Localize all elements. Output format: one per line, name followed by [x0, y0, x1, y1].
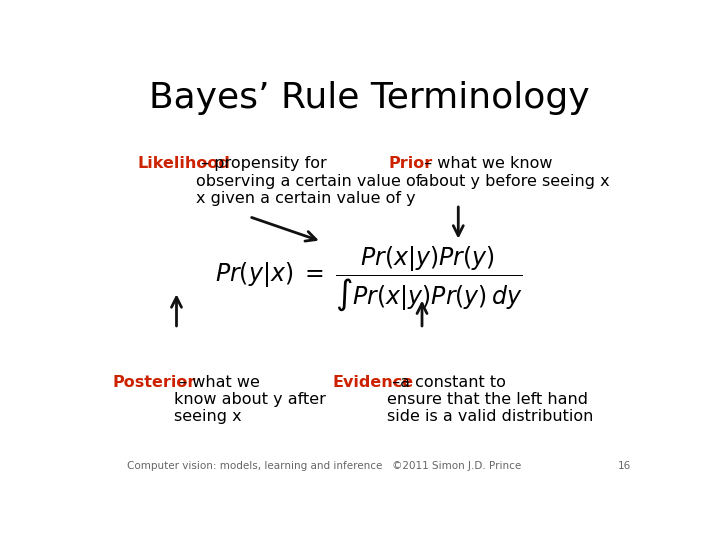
Text: Prior: Prior — [389, 156, 433, 171]
Text: Evidence: Evidence — [333, 375, 414, 389]
Text: – propensity for
observing a certain value of
x given a certain value of y: – propensity for observing a certain val… — [196, 156, 421, 206]
Text: Computer vision: models, learning and inference   ©2011 Simon J.D. Prince: Computer vision: models, learning and in… — [127, 462, 521, 471]
Text: Bayes’ Rule Terminology: Bayes’ Rule Terminology — [149, 82, 589, 116]
Text: $Pr(y|x) \;=\; \dfrac{Pr(x|y)Pr(y)}{\int Pr(x|y)Pr(y)\,dy}$: $Pr(y|x) \;=\; \dfrac{Pr(x|y)Pr(y)}{\int… — [215, 245, 523, 313]
Text: –a constant to
ensure that the left hand
side is a valid distribution: –a constant to ensure that the left hand… — [387, 375, 594, 424]
Text: Likelihood: Likelihood — [138, 156, 230, 171]
Text: – what we know
about y before seeing x: – what we know about y before seeing x — [419, 156, 610, 188]
Text: – what we
know about y after
seeing x: – what we know about y after seeing x — [174, 375, 325, 424]
Text: Posterior: Posterior — [112, 375, 196, 389]
Text: 16: 16 — [618, 462, 631, 471]
